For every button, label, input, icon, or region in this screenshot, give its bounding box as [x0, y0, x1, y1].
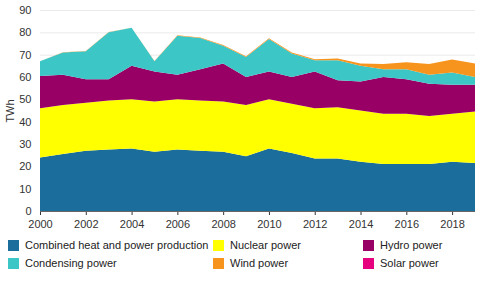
svg-text:70: 70 — [19, 49, 31, 61]
html-text:Wind power: Wind power — [230, 257, 289, 269]
svg-text:2018: 2018 — [440, 218, 464, 230]
svg-text:90: 90 — [19, 4, 31, 16]
svg-text:30: 30 — [19, 138, 31, 150]
svg-text:2004: 2004 — [120, 218, 144, 230]
svg-text:0: 0 — [25, 205, 31, 217]
svg-text:2008: 2008 — [211, 218, 235, 230]
html-text:Combined heat and power produc: Combined heat and power production — [25, 239, 209, 251]
html-text:Hydro power: Hydro power — [380, 239, 443, 251]
svg-text:2006: 2006 — [166, 218, 190, 230]
html-text:Nuclear power: Nuclear power — [230, 239, 301, 251]
svg-text:2016: 2016 — [395, 218, 419, 230]
svg-text:60: 60 — [19, 71, 31, 83]
svg-text:40: 40 — [19, 116, 31, 128]
svg-text:2012: 2012 — [303, 218, 327, 230]
svg-text:2010: 2010 — [257, 218, 281, 230]
svg-text:2000: 2000 — [28, 218, 52, 230]
svg-text:50: 50 — [19, 93, 31, 105]
html-text:Solar power: Solar power — [380, 257, 439, 269]
svg-text:2002: 2002 — [74, 218, 98, 230]
svg-text:2014: 2014 — [349, 218, 373, 230]
svg-text:10: 10 — [19, 183, 31, 195]
svg-text:20: 20 — [19, 160, 31, 172]
html-text:Condensing power: Condensing power — [25, 257, 117, 269]
svg-text:80: 80 — [19, 26, 31, 38]
svg-text:TWh: TWh — [4, 99, 16, 122]
